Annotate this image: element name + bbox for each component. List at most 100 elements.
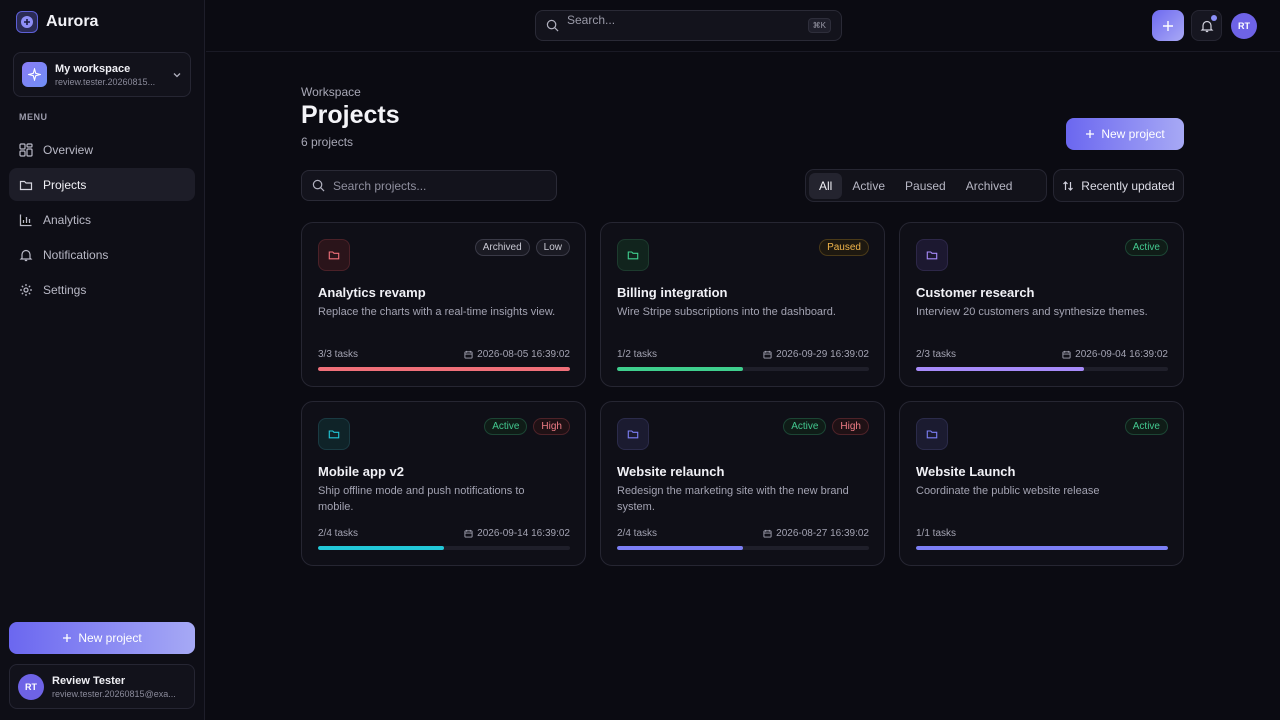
sidebar-item-label: Projects xyxy=(43,177,87,192)
task-count: 2/3 tasks xyxy=(916,349,957,360)
workspace-name: My workspace xyxy=(55,62,131,75)
filter-active[interactable]: Active xyxy=(852,178,886,193)
due-date: 2026-09-29 16:39:02 xyxy=(763,349,869,360)
shortcut-hint: ⌘K xyxy=(807,18,831,33)
progress-fill xyxy=(916,367,1085,371)
project-description: Interview 20 customers and synthesize th… xyxy=(916,306,1148,318)
sidebar-item-overview[interactable]: Overview xyxy=(9,133,195,166)
global-search-placeholder: Search... xyxy=(567,12,616,27)
project-description: Redesign the marketing site with the new… xyxy=(617,485,849,513)
search-icon xyxy=(546,19,559,32)
project-title: Website Launch xyxy=(916,464,1016,479)
badge-group: Active xyxy=(1124,239,1168,256)
filter-paused[interactable]: Paused xyxy=(905,178,946,193)
badge-group: Active High xyxy=(484,418,570,435)
progress-bar xyxy=(617,546,869,550)
status-badge: Active xyxy=(1124,239,1168,256)
badge-group: Archived Low xyxy=(474,239,570,256)
project-description: Replace the charts with a real-time insi… xyxy=(318,306,556,318)
due-date-text: 2026-08-27 16:39:02 xyxy=(776,528,869,539)
global-search-input[interactable]: Search... ⌘K xyxy=(535,10,842,41)
progress-bar xyxy=(318,367,570,371)
status-badge: Low xyxy=(535,239,570,256)
project-title: Analytics revamp xyxy=(318,285,426,300)
plus-icon xyxy=(1086,130,1095,138)
project-search-input[interactable]: Search projects... xyxy=(301,170,557,201)
project-description: Coordinate the public website release xyxy=(916,485,1100,497)
user-menu[interactable]: RT Review Tester review.tester.20260815@… xyxy=(9,664,195,709)
due-date-text: 2026-09-14 16:39:02 xyxy=(477,528,570,539)
progress-fill xyxy=(617,367,743,371)
workspace-sub: review.tester.20260815... xyxy=(55,76,156,87)
new-project-label: New project xyxy=(1101,127,1165,141)
progress-fill xyxy=(617,546,743,550)
due-date: 2026-08-27 16:39:02 xyxy=(763,528,869,539)
workspace-switcher[interactable]: My workspace review.tester.20260815... xyxy=(13,52,191,97)
task-count: 1/2 tasks xyxy=(617,349,658,360)
grid-icon xyxy=(19,142,33,157)
notifications-button[interactable] xyxy=(1191,10,1222,41)
folder-icon xyxy=(318,418,350,450)
status-badge: Active xyxy=(783,418,827,435)
topbar: Search... ⌘K RT xyxy=(206,0,1280,52)
folder-icon xyxy=(318,239,350,271)
quick-add-button[interactable] xyxy=(1152,10,1184,41)
chevron-down-icon xyxy=(173,72,181,77)
brand[interactable]: Aurora xyxy=(16,11,98,33)
project-card[interactable]: Active High Mobile app v2 Ship offline mo… xyxy=(301,401,586,566)
sort-label: Recently updated xyxy=(1081,178,1175,193)
status-filter: All Active Paused Archived xyxy=(805,169,1047,202)
project-card[interactable]: Active Website Launch Coordinate the pub… xyxy=(899,401,1184,566)
sort-dropdown[interactable]: Recently updated xyxy=(1053,169,1184,202)
filter-all[interactable]: All xyxy=(809,172,843,199)
sidebar-item-label: Notifications xyxy=(43,247,109,262)
sidebar-item-settings[interactable]: Settings xyxy=(9,273,195,306)
sidebar-new-project-button[interactable]: New project xyxy=(9,622,195,654)
sidebar-item-analytics[interactable]: Analytics xyxy=(9,203,195,236)
avatar[interactable]: RT xyxy=(1231,13,1257,39)
badge-group: Paused xyxy=(819,239,869,256)
sidebar-item-label: Overview xyxy=(43,142,94,157)
sidebar-item-projects[interactable]: Projects xyxy=(9,168,195,201)
sort-icon xyxy=(1063,180,1074,191)
progress-bar xyxy=(318,546,570,550)
sidebar-item-notifications[interactable]: Notifications xyxy=(9,238,195,271)
calendar-icon xyxy=(763,350,772,359)
progress-fill xyxy=(318,546,444,550)
due-date: 2026-09-04 16:39:02 xyxy=(1062,349,1168,360)
new-project-button[interactable]: New project xyxy=(1066,118,1184,150)
task-count: 1/1 tasks xyxy=(916,528,957,539)
sparkle-icon xyxy=(22,62,47,87)
brand-name: Aurora xyxy=(46,13,99,30)
project-card[interactable]: Archived Low Analytics revamp Replace the… xyxy=(301,222,586,387)
search-icon xyxy=(312,179,325,192)
project-count: 6 projects xyxy=(301,135,354,149)
sidebar-item-label: Settings xyxy=(43,282,87,297)
due-date-text: 2026-09-04 16:39:02 xyxy=(1075,349,1168,360)
folder-icon xyxy=(19,180,33,190)
progress-bar xyxy=(916,546,1168,550)
due-date: 2026-08-05 16:39:02 xyxy=(464,349,570,360)
user-email: review.tester.20260815@exa... xyxy=(52,688,176,699)
project-card[interactable]: Paused Billing integration Wire Stripe s… xyxy=(600,222,885,387)
folder-icon xyxy=(617,418,649,450)
project-title: Customer research xyxy=(916,285,1035,300)
progress-fill xyxy=(318,367,570,371)
badge-group: Active xyxy=(1124,418,1168,435)
status-badge: Archived xyxy=(474,239,530,256)
due-date-text: 2026-08-05 16:39:02 xyxy=(477,349,570,360)
sidebar-item-label: Analytics xyxy=(43,212,92,227)
filter-archived[interactable]: Archived xyxy=(965,178,1013,193)
project-title: Website relaunch xyxy=(617,464,725,479)
project-search-placeholder: Search projects... xyxy=(333,178,427,193)
project-card[interactable]: Active High Website relaunch Redesign the… xyxy=(600,401,885,566)
sidebar: Aurora My workspace review.tester.202608… xyxy=(0,0,205,720)
folder-icon xyxy=(916,418,948,450)
status-badge: Active xyxy=(1124,418,1168,435)
breadcrumb[interactable]: Workspace xyxy=(301,85,361,99)
progress-fill xyxy=(916,546,1168,550)
calendar-icon xyxy=(763,529,772,538)
bell-icon xyxy=(1200,20,1213,32)
status-badge: High xyxy=(533,418,570,435)
project-card[interactable]: Active Customer research Interview 20 cu… xyxy=(899,222,1184,387)
